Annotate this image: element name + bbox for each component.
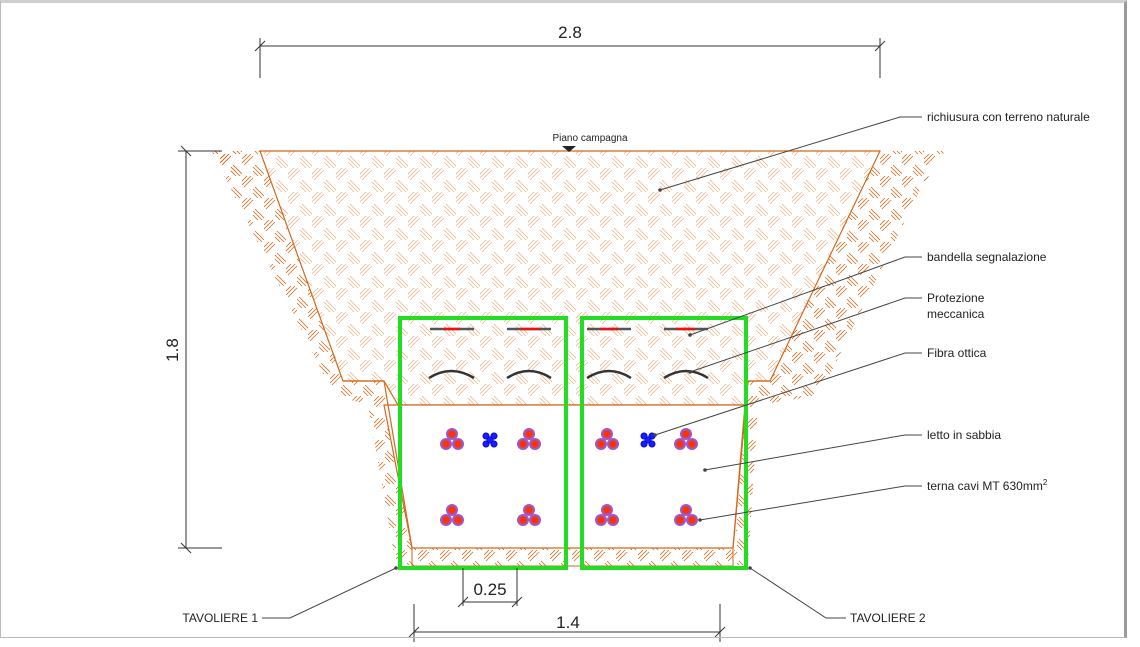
callout-cable-triad-sup: 2	[1043, 478, 1048, 487]
cable-triad-icon	[595, 428, 619, 450]
leader-lines	[262, 116, 922, 619]
dim-bottom-width	[408, 604, 726, 642]
optical-fibers	[482, 432, 656, 448]
dim-top-width	[254, 38, 886, 78]
mechanical-protection-arcs	[428, 369, 709, 380]
dim-gap-label: 0.25	[473, 580, 506, 599]
optical-fiber-icon	[640, 432, 656, 448]
cable-triad-icon	[440, 428, 464, 450]
cable-triad-icon	[517, 428, 541, 450]
dim-height	[178, 145, 222, 554]
cable-triad-icon	[595, 504, 619, 526]
trench-bottom-strip	[411, 547, 734, 567]
callout-sand-bed: letto in sabbia	[927, 428, 1001, 442]
leader-arrowheads	[394, 188, 752, 570]
cable-triad-icon	[517, 504, 541, 526]
dim-top-width-label: 2.8	[558, 23, 582, 42]
excavation-wall-left	[212, 151, 414, 565]
callout-warning-tape: bandella segnalazione	[927, 250, 1047, 264]
callout-optical-fiber: Fibra ottica	[927, 346, 987, 360]
tray-left-label: TAVOLIERE 1	[182, 611, 258, 625]
callout-mechanical-protection-2: meccanica	[927, 307, 985, 321]
callout-mechanical-protection-1: Protezione	[927, 291, 985, 305]
dim-gap	[457, 568, 523, 608]
ground-level-label: Piano campagna	[552, 133, 627, 144]
tray-right-label: TAVOLIERE 2	[850, 611, 926, 625]
callout-cable-triad-text: terna cavi MT 630mm	[927, 479, 1043, 493]
excavation-wall-left-outer	[212, 151, 246, 175]
cable-triad-icon	[674, 428, 698, 450]
optical-fiber-icon	[482, 432, 498, 448]
dim-height-label: 1.8	[163, 338, 182, 362]
dim-bottom-width-label: 1.4	[556, 613, 580, 632]
callout-backfill: richiusura con terreno naturale	[927, 110, 1090, 124]
tray-left-outline	[398, 316, 568, 570]
tray-right-outline	[580, 316, 748, 570]
callout-cable-triad: terna cavi MT 630mm2	[927, 478, 1048, 493]
ground-level-marker	[562, 146, 576, 152]
cable-triad-icon	[674, 504, 698, 526]
cable-triads	[440, 428, 698, 526]
cable-triad-icon	[440, 504, 464, 526]
